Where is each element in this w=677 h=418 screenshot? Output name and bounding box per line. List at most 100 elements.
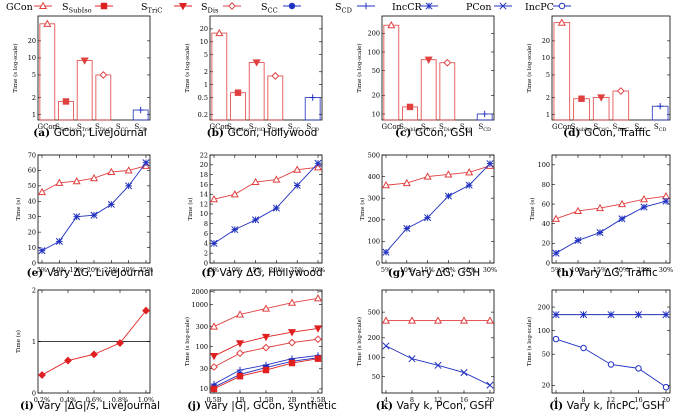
bar-marker-ssubiso — [578, 95, 585, 102]
y-tick-label: 100 — [196, 343, 208, 351]
data-point — [251, 177, 260, 186]
data-point — [64, 356, 72, 365]
bar-marker-sdisc — [616, 87, 625, 95]
x-tick-label: 25% — [290, 266, 304, 274]
data-point — [272, 204, 280, 212]
y-tick-label: 50 — [372, 67, 380, 75]
y-tick-label: 30 — [28, 213, 36, 221]
data-point — [661, 192, 671, 200]
series-line — [41, 310, 147, 376]
y-tick-label: 100 — [538, 327, 550, 335]
y-tick-label: 0 — [546, 259, 550, 267]
data-point — [313, 163, 323, 171]
x-tick-label: 4 — [554, 396, 558, 404]
x-tick-label: 15% — [248, 266, 262, 274]
y-tick-label: 100 — [368, 354, 380, 362]
y-tick-label: 4 — [204, 240, 208, 248]
x-tick-label: 8 — [410, 396, 414, 404]
legend-marker — [499, 2, 507, 10]
caption: (a) GCon, LiveJournal — [33, 127, 146, 139]
legend-item-scd: SCD — [335, 2, 375, 14]
data-point — [38, 371, 46, 379]
series-pcon — [382, 342, 494, 389]
data-point — [607, 311, 615, 319]
caption: (e) Vary ΔG, LiveJournal — [27, 267, 154, 279]
data-point — [460, 369, 468, 377]
x-tick-label: 15% — [593, 266, 607, 274]
series-line — [385, 165, 491, 186]
plot-frame — [381, 154, 495, 264]
legend-marker — [288, 2, 296, 10]
x-tick-label: 12 — [607, 396, 615, 404]
y-tick-label: 100 — [538, 161, 550, 169]
data-point — [551, 214, 561, 222]
data-point — [552, 249, 560, 257]
data-point — [210, 363, 218, 371]
x-tick-label: SDisC — [95, 123, 112, 133]
legend-marker — [228, 2, 236, 10]
plot-frame — [551, 15, 671, 121]
x-tick-label: SSubIso — [55, 123, 77, 133]
y-axis-label: Time (s) — [15, 330, 22, 353]
data-point — [574, 236, 582, 244]
x-tick-label: 5% — [209, 266, 219, 274]
x-tick-label: 35% — [139, 266, 153, 274]
y-tick-label: 1 — [546, 111, 550, 119]
data-point — [37, 187, 47, 196]
bar-marker-sdisc — [271, 72, 280, 80]
data-point — [314, 355, 322, 362]
y-tick-label: 20 — [372, 92, 380, 100]
x-tick-label: SCD — [306, 123, 319, 133]
x-tick-label: SCC — [116, 123, 129, 133]
data-point — [272, 175, 281, 183]
y-tick-label: 200 — [538, 303, 550, 311]
y-tick-label: 12 — [200, 200, 208, 208]
series-line — [555, 195, 667, 220]
panel-c: 10 20 50 100 200 Time (s log-scale) GConSSubIs… — [356, 15, 495, 139]
legend-item-inccr: IncCR — [392, 2, 438, 13]
data-point — [125, 182, 133, 190]
data-point — [607, 361, 615, 368]
data-point — [261, 304, 271, 312]
data-point — [444, 192, 452, 200]
y-tick-label: 10 — [200, 38, 208, 46]
data-point — [73, 213, 81, 221]
data-point — [403, 224, 411, 232]
data-point — [235, 310, 245, 318]
x-tick-label: 1.5B — [258, 396, 273, 404]
data-point — [252, 216, 260, 224]
y-tick-label: 16 — [200, 181, 208, 189]
data-point — [210, 239, 218, 247]
data-point — [107, 200, 115, 208]
x-tick-label: SCD — [654, 123, 667, 133]
caption: (h) Vary ΔG, Traffic — [556, 267, 658, 279]
bar-gcon — [383, 24, 400, 121]
x-tick-label: SCC — [460, 123, 473, 133]
data-point — [89, 173, 99, 182]
data-point — [236, 349, 244, 358]
data-point — [287, 298, 297, 306]
data-point — [382, 342, 390, 350]
panel-e: 0 10 20 30 40 50 60 70 Time (s) 5% 10% 15% 20% 25% 30%… — [15, 151, 153, 279]
series-ssubiso — [210, 355, 322, 393]
y-tick-label: 50 — [542, 351, 550, 359]
series-gcon — [381, 316, 495, 324]
y-tick-label: 18 — [200, 171, 208, 179]
series-stric — [209, 325, 323, 361]
plot-frame — [37, 154, 151, 264]
x-tick-label: 20% — [269, 266, 283, 274]
caption: (f) Vary ΔG, Hollywood — [201, 267, 322, 279]
data-point — [662, 311, 670, 319]
x-tick-label: 0.2% — [34, 396, 51, 404]
legend-label: SDis — [201, 2, 219, 14]
data-point — [261, 333, 271, 342]
data-point — [662, 383, 670, 391]
y-tick-label: 50 — [372, 373, 380, 381]
data-point — [90, 211, 98, 219]
y-tick-label: 0 — [32, 259, 36, 267]
x-tick-label: 10% — [52, 266, 66, 274]
x-tick-label: SDisC — [267, 123, 284, 133]
x-tick-label: 30% — [121, 266, 135, 274]
